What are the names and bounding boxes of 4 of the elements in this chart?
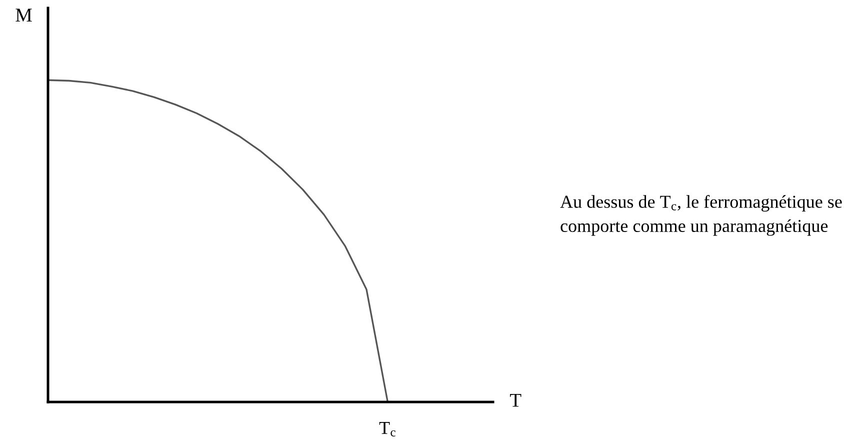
text: T$_{c}$ [379,422,396,436]
y-axis-title: M [16,8,32,22]
text: T [510,394,522,407]
text: Au dessus de T$_{c}$, le ferromagnétique se comporte comme un paramagnétique [560,195,842,236]
